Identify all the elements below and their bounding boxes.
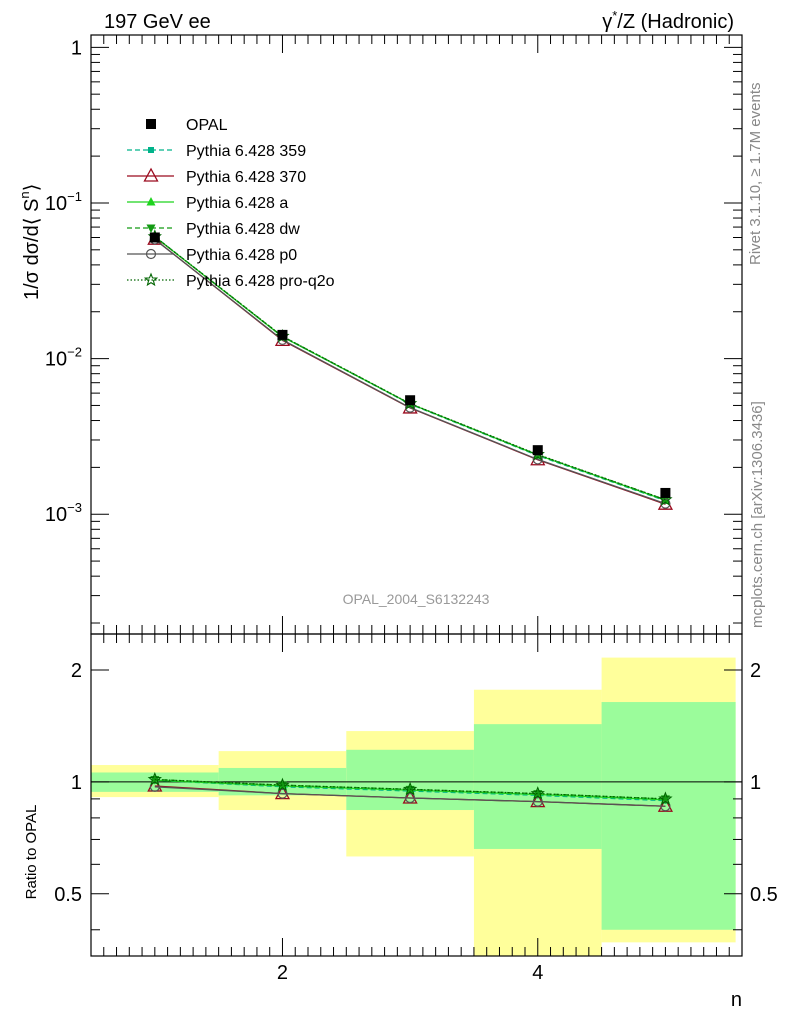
ratio-series-line-pq2o xyxy=(154,778,666,800)
main-ytick-label: 1 xyxy=(71,37,82,59)
main-point-opal xyxy=(532,445,543,456)
ratio-point-pdw xyxy=(405,785,415,795)
ratio-band-inner xyxy=(346,749,474,811)
main-ytick-label: 10−3 xyxy=(45,500,82,526)
ratio-point-pdw xyxy=(660,795,670,804)
legend-marker-p370 xyxy=(143,167,159,182)
ratio-point-pdw xyxy=(150,775,160,785)
main-ytick-label: 10−1 xyxy=(45,189,82,215)
xtick-label: 2 xyxy=(277,962,288,984)
main-point-opal xyxy=(660,487,671,498)
main-point-opal xyxy=(405,395,416,406)
legend: OPAL Pythia 6.428 359 Pythia 6.428 370 Pyth… xyxy=(127,117,335,290)
ratio-point-pq2o xyxy=(530,786,545,800)
ratio-point-pdw xyxy=(533,790,543,799)
legend-label: Pythia 6.428 359 xyxy=(186,143,306,160)
ratio-point-pq2o xyxy=(275,777,290,792)
ratio-point-pp0 xyxy=(405,792,416,804)
ratio-point-pp0 xyxy=(532,796,543,807)
ratio-point-pdw xyxy=(277,781,287,791)
xtick-label: 4 xyxy=(532,962,543,984)
rivet-label: Rivet 3.1.10, ≥ 1.7M events xyxy=(747,83,764,266)
legend-label: Pythia 6.428 p0 xyxy=(186,247,297,264)
header-right-title: γ*/Z (Hadronic) xyxy=(602,8,734,33)
legend-label: Pythia 6.428 370 xyxy=(186,169,306,186)
ratio-ytick-label: 2 xyxy=(71,660,82,682)
ratio-ytick-label-right: 1 xyxy=(750,772,761,794)
legend-label: Pythia 6.428 a xyxy=(186,195,288,212)
legend-marker-pp0 xyxy=(145,248,157,260)
ratio-plot: 0.5 0.5 1 1 2 2 2 4 xyxy=(54,633,778,984)
main-plot: 1 10−1 10−2 10−3 xyxy=(45,34,743,635)
ratio-series-line-pp0 xyxy=(154,786,666,807)
legend-marker-p359 xyxy=(148,147,154,153)
ratio-ytick-label: 1 xyxy=(71,772,82,794)
legend-marker-pq2o xyxy=(143,272,159,287)
ratio-band-inner xyxy=(601,702,736,930)
legend-marker-pa xyxy=(146,197,156,206)
main-ylabel: 1/σ dσ/d⟨ Sn⟩ xyxy=(17,184,43,300)
ratio-frame xyxy=(90,633,743,957)
main-point-opal xyxy=(277,329,288,340)
main-series-line-pp0 xyxy=(154,238,666,505)
analysis-watermark: OPAL_2004_S6132243 xyxy=(343,591,490,607)
main-ytick-label: 10−2 xyxy=(45,345,82,371)
legend-label: Pythia 6.428 dw xyxy=(186,221,300,238)
ratio-ytick-label-right: 0.5 xyxy=(750,884,778,906)
ratio-ytick-label-right: 2 xyxy=(750,660,761,682)
ratio-ylabel: Ratio to OPAL xyxy=(23,805,40,900)
legend-marker-pdw xyxy=(146,224,156,233)
main-point-opal xyxy=(149,232,160,243)
main-point-pdw xyxy=(660,496,670,505)
ratio-series-line-pdw xyxy=(154,778,666,800)
ratio-point-pq2o xyxy=(147,771,162,786)
ratio-series-line-p359 xyxy=(154,779,666,802)
ratio-point-pq2o xyxy=(402,781,418,796)
xaxis-label: n xyxy=(731,989,742,1011)
ratio-ytick-label: 0.5 xyxy=(54,884,82,906)
ratio-point-pq2o xyxy=(658,791,673,805)
legend-marker-opal xyxy=(146,119,156,129)
header-left-title: 197 GeV ee xyxy=(104,11,211,33)
mcplots-label: mcplots.cern.ch [arXiv:1306.3436] xyxy=(749,401,766,628)
legend-label: Pythia 6.428 pro-q2o xyxy=(186,273,335,290)
legend-label: OPAL xyxy=(186,117,228,134)
ratio-point-pp0 xyxy=(277,788,288,799)
